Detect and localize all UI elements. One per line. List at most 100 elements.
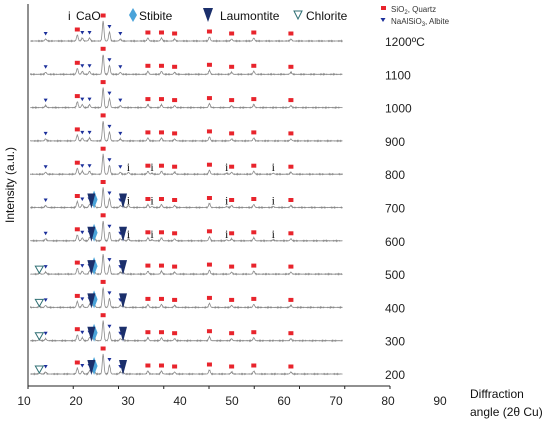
x-axis-label-unit: angle (2θ Cu) <box>470 405 543 419</box>
quartz-marker <box>288 98 294 103</box>
xrd-trace-200 <box>30 353 343 376</box>
cao-marker: i <box>225 160 229 174</box>
legend-item-cao: i CaO <box>68 9 101 23</box>
quartz-marker <box>145 197 151 201</box>
albite-marker <box>43 198 48 202</box>
quartz-marker <box>100 313 106 318</box>
albite-marker <box>107 124 112 129</box>
laumontite-legend-symbol <box>203 8 213 22</box>
quartz-marker <box>100 246 106 251</box>
albite-marker <box>87 64 92 68</box>
laumontite-marker <box>87 193 96 209</box>
quartz-marker <box>251 230 257 235</box>
albite-marker <box>107 91 112 96</box>
albite-marker <box>43 331 48 336</box>
albite-marker <box>80 31 85 35</box>
quartz-marker <box>251 197 257 201</box>
quartz-marker <box>100 80 106 85</box>
cao-marker: i <box>225 194 229 208</box>
quartz-marker <box>229 198 235 202</box>
quartz-marker <box>172 198 178 202</box>
quartz-marker <box>206 329 212 334</box>
albite-marker <box>43 65 48 69</box>
xrd-trace-900 <box>29 121 343 143</box>
temperature-labels: 1200ºC 1100 1000 900 800 700 600 500 400 300 200 <box>385 35 425 382</box>
laumontite-marker <box>87 226 96 242</box>
quartz-marker <box>206 29 212 34</box>
albite-marker <box>80 164 85 168</box>
quartz-marker <box>288 198 294 202</box>
legend-label: NaAlSiO3, Albite <box>391 17 450 28</box>
chlorite-marker <box>34 265 45 275</box>
quartz-marker <box>206 362 212 367</box>
quartz-marker <box>172 331 178 336</box>
albite-marker <box>80 230 85 235</box>
quartz-marker <box>100 180 106 184</box>
quartz-marker <box>288 31 294 36</box>
x-tick-label: 10 <box>17 394 31 408</box>
quartz-marker <box>288 297 294 302</box>
quartz-marker <box>100 46 106 51</box>
quartz-marker <box>229 264 235 269</box>
laumontite-marker <box>87 293 96 309</box>
laumontite-marker <box>119 193 128 209</box>
xrd-trace-1200 <box>30 20 343 43</box>
quartz-marker <box>158 63 164 68</box>
quartz-marker <box>145 230 151 235</box>
cao-marker: i <box>150 160 154 174</box>
quartz-marker <box>145 130 151 135</box>
temperature-label: 300 <box>385 335 405 349</box>
quartz-marker <box>74 360 80 365</box>
temperature-label: 1200ºC <box>385 35 425 49</box>
laumontite-marker <box>119 360 128 375</box>
quartz-marker <box>172 164 178 169</box>
albite-marker <box>43 265 48 269</box>
quartz-marker <box>74 27 80 32</box>
quartz-marker <box>158 330 164 335</box>
laumontite-marker <box>119 260 128 276</box>
quartz-marker <box>145 63 151 68</box>
albite-marker <box>118 131 123 136</box>
legend-item-albite: NaAlSiO3, Albite <box>380 17 450 28</box>
xrd-trace-700 <box>30 187 343 210</box>
chlorite-legend-symbol <box>293 10 303 21</box>
albite-marker <box>43 165 48 169</box>
quartz-marker <box>229 64 235 69</box>
quartz-marker <box>206 229 212 234</box>
x-tick-label: 20 <box>69 394 83 408</box>
quartz-marker <box>158 363 164 368</box>
albite-marker <box>87 31 92 35</box>
laumontite-marker <box>119 326 128 342</box>
x-tick-label: 70 <box>329 394 343 408</box>
plot-frame <box>27 4 390 387</box>
quartz-marker <box>158 263 164 268</box>
quartz-marker <box>158 296 164 301</box>
temperature-label: 1100 <box>385 68 411 82</box>
legend-label: Stibite <box>139 9 173 23</box>
albite-marker <box>107 191 112 195</box>
albite-marker <box>87 97 92 102</box>
quartz-marker <box>251 363 257 368</box>
quartz-marker <box>145 296 151 301</box>
legend-item-stilbite: Stibite <box>129 8 173 23</box>
quartz-marker <box>229 31 235 36</box>
quartz-marker <box>206 129 212 134</box>
cao-marker: i <box>127 160 131 174</box>
laumontite-marker <box>119 293 128 309</box>
quartz-marker <box>145 30 151 35</box>
x-tick-label: 40 <box>173 394 187 408</box>
quartz-marker <box>100 279 106 284</box>
x-axis-label: Diffraction <box>470 387 524 401</box>
quartz-marker <box>172 64 178 69</box>
quartz-marker <box>172 231 178 236</box>
albite-marker <box>80 330 85 335</box>
quartz-marker <box>172 31 178 36</box>
xrd-traces <box>29 20 343 376</box>
quartz-marker <box>288 164 294 169</box>
quartz-marker <box>229 231 235 236</box>
cao-marker: i <box>272 194 276 208</box>
chlorite-marker <box>34 298 45 308</box>
xrd-trace-1000 <box>30 87 343 110</box>
quartz-marker <box>100 146 106 151</box>
